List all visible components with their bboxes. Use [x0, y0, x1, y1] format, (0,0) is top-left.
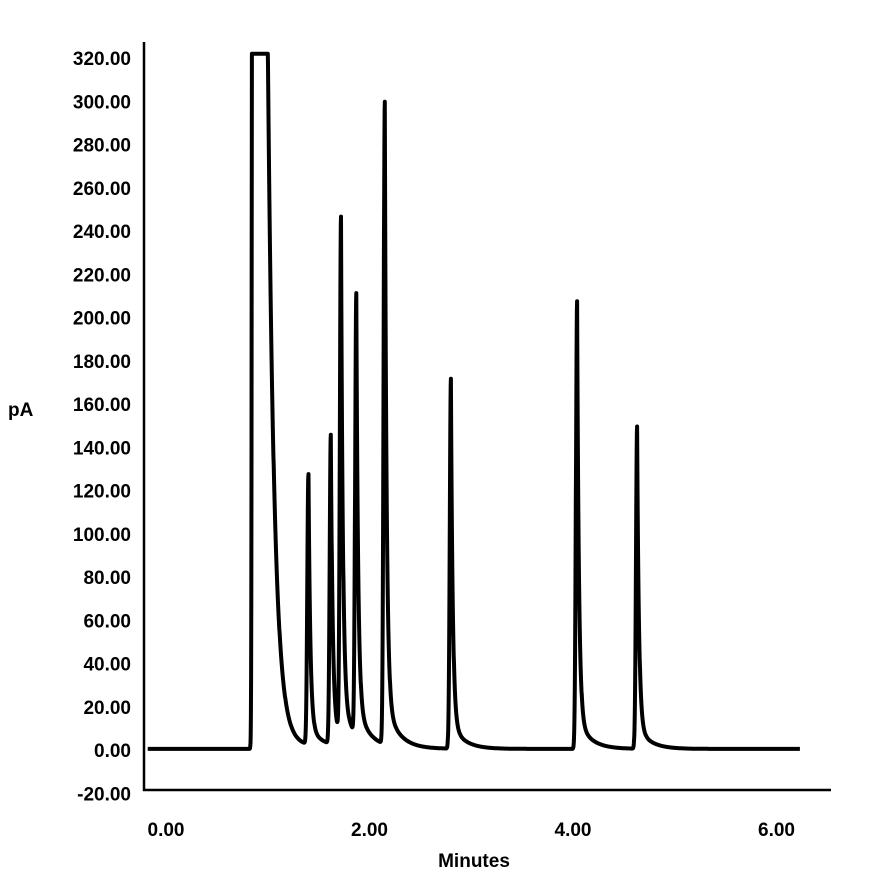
- y-tick-label: 240.00: [73, 222, 131, 243]
- y-tick-label: 180.00: [73, 352, 131, 373]
- y-tick-label: 80.00: [83, 568, 131, 589]
- y-tick-label: 20.00: [83, 698, 131, 719]
- y-tick-label: 300.00: [73, 92, 131, 113]
- y-tick-label: 280.00: [73, 136, 131, 157]
- y-axis-label: pA: [8, 400, 34, 421]
- y-tick-label: 100.00: [73, 525, 131, 546]
- peak-apex: [576, 300, 579, 303]
- y-tick-label: 0.00: [94, 741, 131, 762]
- x-tick-label: 4.00: [555, 820, 592, 841]
- y-tick-label: 260.00: [73, 179, 131, 200]
- x-axis-label: Minutes: [438, 851, 510, 872]
- x-tick-label: 0.00: [148, 820, 185, 841]
- peak-apex: [329, 433, 332, 436]
- y-tick-label: 120.00: [73, 482, 131, 503]
- y-tick-label: 320.00: [73, 49, 131, 70]
- peak-apex: [340, 215, 343, 218]
- peak-apex: [307, 473, 310, 476]
- y-tick-label: 160.00: [73, 395, 131, 416]
- peak-apex: [449, 377, 452, 380]
- peak-apex: [636, 425, 639, 428]
- peak-apex: [383, 100, 386, 103]
- y-tick-label: 200.00: [73, 309, 131, 330]
- y-tick-label: 60.00: [83, 611, 131, 632]
- y-tick-label: 220.00: [73, 265, 131, 286]
- y-tick-label: -20.00: [77, 784, 131, 805]
- chromatogram-trace: [145, 51, 802, 751]
- x-tick-label: 2.00: [351, 820, 388, 841]
- x-tick-label: 6.00: [758, 820, 795, 841]
- y-tick-label: 40.00: [83, 655, 131, 676]
- peak-apex: [355, 292, 358, 295]
- y-tick-label: 140.00: [73, 438, 131, 459]
